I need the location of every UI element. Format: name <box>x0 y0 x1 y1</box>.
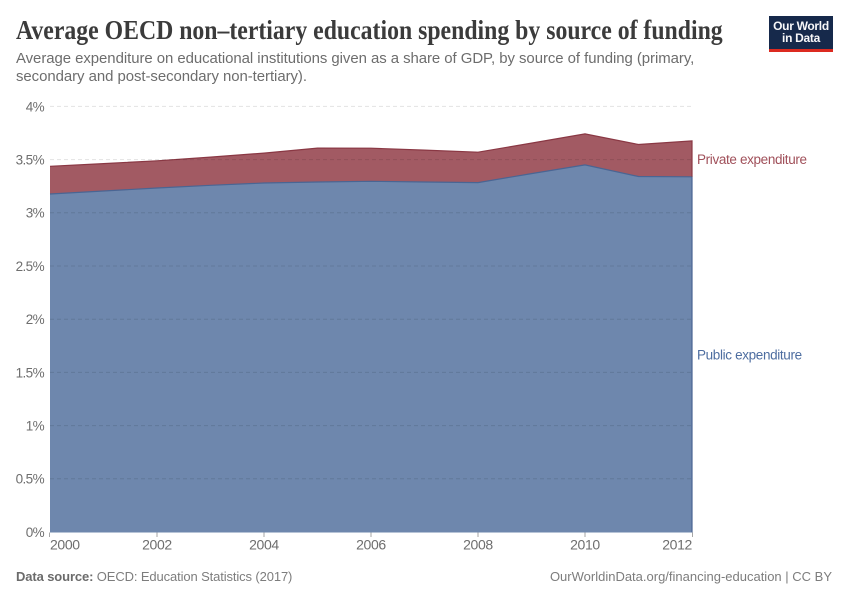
svg-text:2010: 2010 <box>570 537 600 553</box>
svg-text:1.5%: 1.5% <box>16 365 45 380</box>
svg-text:Public expenditure: Public expenditure <box>697 348 802 363</box>
svg-text:Private expenditure: Private expenditure <box>697 152 807 167</box>
svg-text:2.5%: 2.5% <box>16 259 45 274</box>
svg-text:3.5%: 3.5% <box>16 153 45 168</box>
svg-text:0%: 0% <box>26 525 45 540</box>
svg-text:3%: 3% <box>26 206 45 221</box>
svg-text:2000: 2000 <box>50 537 80 553</box>
svg-text:2002: 2002 <box>142 537 172 553</box>
svg-text:2004: 2004 <box>249 537 279 553</box>
svg-text:2008: 2008 <box>463 537 493 553</box>
svg-text:2012: 2012 <box>662 537 692 553</box>
svg-text:4%: 4% <box>26 99 45 114</box>
svg-text:1%: 1% <box>26 419 45 434</box>
svg-text:2%: 2% <box>26 312 45 327</box>
svg-text:0.5%: 0.5% <box>16 472 45 487</box>
svg-text:2006: 2006 <box>356 537 386 553</box>
